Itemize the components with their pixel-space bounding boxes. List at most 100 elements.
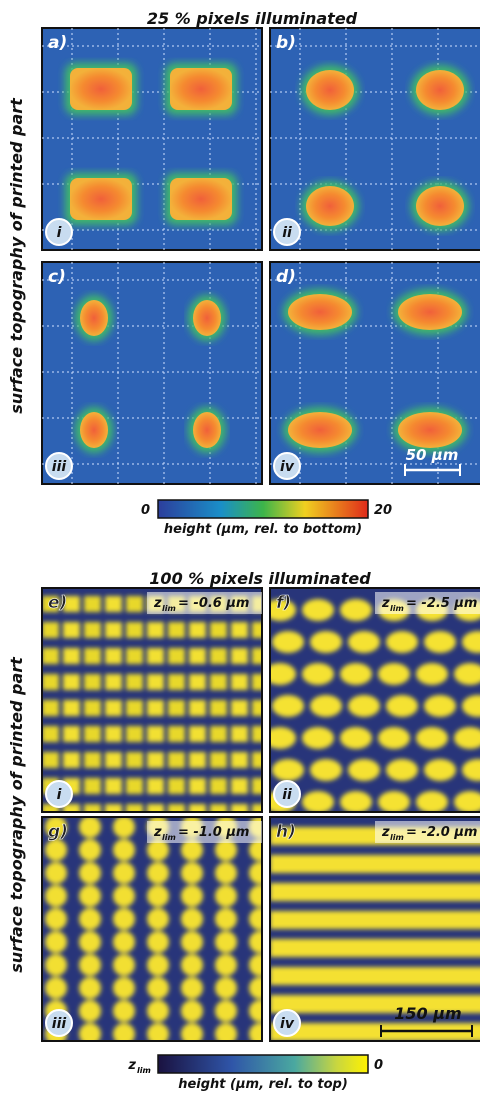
feature	[168, 648, 185, 664]
feature	[398, 294, 462, 330]
feature	[181, 908, 203, 930]
feature	[42, 700, 59, 716]
feature	[215, 862, 237, 884]
panel-numeral: iii	[52, 459, 67, 475]
panel-letter: h)	[276, 822, 296, 842]
feature	[79, 977, 101, 999]
feature	[231, 674, 248, 690]
feature	[310, 631, 342, 653]
feature	[168, 752, 185, 768]
feature	[378, 727, 410, 749]
feature	[170, 178, 232, 220]
feature	[79, 1000, 101, 1022]
feature	[424, 631, 456, 653]
panel-numeral: iv	[280, 1016, 295, 1032]
feature	[340, 727, 372, 749]
feature	[105, 778, 122, 794]
texture	[42, 596, 269, 820]
feature	[105, 674, 122, 690]
feature	[79, 862, 101, 884]
feature	[231, 622, 248, 638]
feature	[126, 622, 143, 638]
zlim-value: = -0.6 µm	[178, 596, 249, 611]
feature	[210, 700, 227, 716]
feature	[147, 1000, 169, 1022]
feature	[249, 885, 271, 907]
image-panel: b)ii	[270, 28, 480, 250]
feature	[264, 663, 296, 685]
feature	[147, 931, 169, 953]
feature	[288, 412, 352, 448]
feature	[80, 412, 108, 448]
feature	[348, 631, 380, 653]
feature	[126, 596, 143, 612]
feature	[378, 791, 410, 813]
feature	[63, 726, 80, 742]
feature	[84, 648, 101, 664]
feature	[386, 759, 418, 781]
feature	[45, 954, 67, 976]
zlim-subscript: lim	[390, 833, 404, 842]
figure: 25 % pixels illuminated surface topograp…	[0, 0, 480, 1096]
feature	[45, 862, 67, 884]
feature	[79, 931, 101, 953]
feature	[272, 695, 304, 717]
feature	[147, 778, 164, 794]
feature	[105, 648, 122, 664]
zlim-value: = -1.0 µm	[178, 825, 249, 840]
panel-letter: f)	[276, 593, 291, 613]
feature	[126, 700, 143, 716]
feature	[147, 862, 169, 884]
feature	[84, 752, 101, 768]
feature	[340, 599, 372, 621]
feature	[386, 631, 418, 653]
feature	[416, 186, 464, 226]
colorbar-min-subscript: lim	[137, 1066, 151, 1075]
zlim-symbol: z	[381, 596, 390, 611]
panel-letter: e)	[48, 593, 67, 613]
feature	[113, 862, 135, 884]
feature	[147, 908, 169, 930]
feature	[113, 954, 135, 976]
panel-letter: d)	[276, 267, 296, 287]
panel-numeral: ii	[282, 787, 292, 803]
bottom-y-label: surface topography of printed part	[7, 656, 26, 973]
feature	[113, 1000, 135, 1022]
feature	[302, 599, 334, 621]
feature	[113, 885, 135, 907]
feature	[147, 622, 164, 638]
feature	[193, 300, 221, 336]
feature	[105, 622, 122, 638]
feature	[249, 862, 271, 884]
feature	[249, 931, 271, 953]
feature	[252, 674, 269, 690]
feature	[168, 726, 185, 742]
feature	[249, 977, 271, 999]
feature	[113, 908, 135, 930]
feature	[270, 911, 480, 929]
feature	[63, 700, 80, 716]
feature	[181, 931, 203, 953]
feature	[416, 70, 464, 110]
feature	[147, 954, 169, 976]
image-panel: a)i	[42, 28, 262, 250]
feature	[249, 908, 271, 930]
feature	[147, 674, 164, 690]
panel-numeral: iv	[280, 459, 295, 475]
feature	[252, 648, 269, 664]
feature	[231, 726, 248, 742]
feature	[386, 695, 418, 717]
feature	[170, 68, 232, 110]
feature	[45, 908, 67, 930]
feature	[181, 885, 203, 907]
feature	[181, 862, 203, 884]
feature	[147, 700, 164, 716]
feature	[84, 674, 101, 690]
feature	[63, 674, 80, 690]
zlim-symbol: z	[153, 596, 162, 611]
zlim-value: = -2.0 µm	[406, 825, 477, 840]
feature	[215, 908, 237, 930]
panel-letter: c)	[48, 267, 66, 287]
feature	[45, 839, 67, 861]
feature	[348, 695, 380, 717]
